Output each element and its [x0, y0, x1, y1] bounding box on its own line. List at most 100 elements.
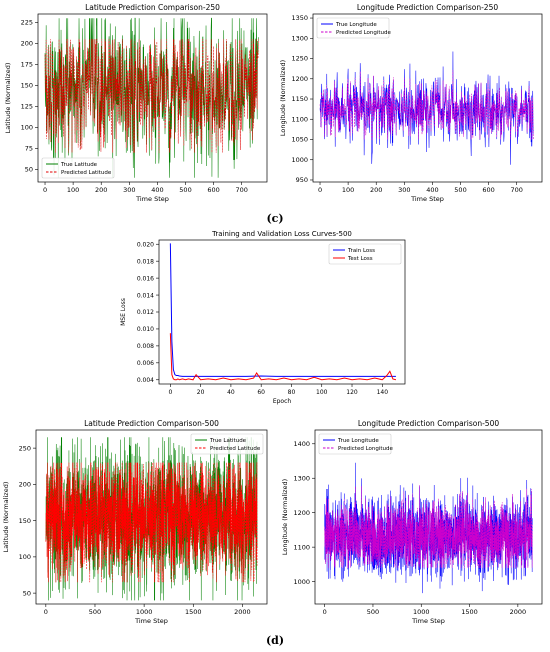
x-tick-label: 300	[123, 186, 135, 194]
legend-label-1: True Latitude	[209, 438, 247, 444]
y-tick-label: 50	[25, 166, 33, 174]
y-tick-label: 100	[21, 124, 33, 132]
y-axis-label: Latitude (Normalized)	[4, 63, 12, 134]
x-tick-label: 700	[511, 186, 523, 194]
series-line-2	[45, 462, 258, 583]
y-tick-label: 1200	[291, 75, 308, 83]
y-tick-label: 1050	[291, 136, 308, 144]
x-tick-label: 120	[346, 389, 358, 396]
y-axis-label: Longitude (Normalized)	[281, 479, 289, 555]
y-tick-label: 950	[296, 176, 308, 184]
series-line-2	[319, 70, 534, 140]
x-tick-label: 20	[197, 389, 205, 396]
x-tick-label: 1500	[185, 608, 202, 616]
chart-title: Latitude Prediction Comparison-250	[85, 3, 220, 12]
y-tick-label: 1250	[291, 55, 308, 63]
x-tick-label: 500	[179, 186, 191, 194]
y-tick-label: 100	[19, 553, 31, 561]
y-tick-label: 1100	[291, 115, 308, 123]
legend-label-2: Predicted Longitude	[336, 30, 392, 36]
y-tick-label: 0.006	[137, 360, 154, 367]
series-line-1	[169, 243, 396, 377]
legend: True Longitude Predicted Longitude	[316, 17, 392, 39]
legend-label-1: Train Loss	[347, 248, 375, 254]
y-tick-label: 150	[19, 517, 31, 525]
x-tick-label: 1000	[413, 608, 430, 616]
x-tick-label: 100	[342, 186, 354, 194]
x-tick-label: 1000	[136, 608, 153, 616]
legend-label-2: Predicted Latitude	[61, 170, 112, 176]
x-tick-label: 60	[257, 389, 265, 396]
x-tick-label: 500	[89, 608, 101, 616]
x-axis-label: Time Step	[135, 195, 169, 203]
x-axis-label: Time Step	[411, 617, 445, 625]
y-tick-label: 200	[19, 481, 31, 489]
series-line-2	[324, 485, 533, 568]
y-tick-label: 0.010	[137, 326, 154, 333]
x-tick-label: 0	[323, 608, 327, 616]
legend-label-1: True Latitude	[60, 162, 98, 168]
legend: Train Loss Test Loss	[328, 243, 402, 265]
y-axis-label: Latitude (Normalized)	[2, 482, 10, 553]
plot-frame	[314, 429, 543, 605]
chart-title: Longitude Prediction Comparison-250	[357, 3, 498, 12]
series-line-2	[44, 38, 259, 153]
legend: True Longitude Predicted Longitude	[318, 433, 394, 455]
chart-longitude-500: Longitude Prediction Comparison-500 0 500 1…	[281, 419, 543, 625]
y-tick-label: 75	[25, 145, 33, 153]
y-tick-label: 50	[23, 589, 31, 597]
chart-title: Longitude Prediction Comparison-500	[358, 419, 499, 428]
chart-latitude-500: Latitude Prediction Comparison-500 0 500 10…	[2, 419, 268, 625]
legend-label-2: Predicted Longitude	[338, 446, 394, 452]
x-tick-label: 40	[227, 389, 235, 396]
caption-c: (c)	[266, 212, 284, 225]
legend: True Latitude Predicted Latitude	[41, 157, 115, 179]
y-tick-label: 175	[21, 61, 33, 69]
y-tick-label: 225	[21, 19, 33, 27]
y-axis-label: Longitude (Normalized)	[279, 60, 287, 136]
x-tick-label: 300	[398, 186, 410, 194]
y-tick-label: 150	[21, 82, 33, 90]
y-tick-label: 1300	[293, 474, 310, 482]
y-tick-label: 0.016	[137, 275, 154, 282]
y-axis-label: MSE Loss	[120, 298, 127, 326]
y-tick-label: 250	[19, 444, 31, 452]
x-tick-label: 500	[454, 186, 466, 194]
legend-label-1: True Longitude	[335, 22, 377, 28]
x-tick-label: 600	[207, 186, 219, 194]
x-tick-label: 80	[288, 389, 296, 396]
y-tick-label: 0.014	[137, 292, 154, 299]
x-tick-label: 400	[151, 186, 163, 194]
y-tick-label: 1000	[291, 156, 308, 164]
x-tick-label: 400	[426, 186, 438, 194]
y-tick-label: 0.008	[137, 343, 154, 350]
chart-loss-500: Training and Validation Loss Curves-500 0…	[120, 230, 406, 405]
x-tick-label: 1500	[461, 608, 478, 616]
plot-frame	[35, 429, 268, 605]
series-line-2	[169, 333, 397, 381]
chart-title: Training and Validation Loss Curves-500	[211, 230, 352, 238]
legend-label-2: Predicted Latitude	[210, 446, 261, 452]
x-axis-label: Time Step	[134, 617, 168, 625]
x-tick-label: 100	[316, 389, 328, 396]
y-tick-label: 0.020	[137, 241, 154, 248]
plot-frame	[37, 13, 268, 183]
legend: True Latitude Predicted Latitude	[190, 433, 264, 455]
y-tick-label: 1200	[293, 509, 310, 517]
x-tick-label: 0	[43, 186, 47, 194]
y-tick-label: 1300	[291, 34, 308, 42]
x-tick-label: 600	[482, 186, 494, 194]
x-tick-label: 200	[370, 186, 382, 194]
x-tick-label: 100	[67, 186, 79, 194]
legend-label-1: True Longitude	[337, 438, 379, 444]
legend-label-2: Test Loss	[347, 256, 373, 262]
x-tick-label: 140	[377, 389, 389, 396]
y-tick-label: 0.018	[137, 258, 154, 265]
chart-title: Latitude Prediction Comparison-500	[84, 419, 219, 428]
x-axis-label: Epoch	[273, 398, 292, 405]
y-tick-label: 1150	[291, 95, 308, 103]
caption-d: (d)	[265, 634, 285, 647]
x-tick-label: 0	[318, 186, 322, 194]
x-tick-label: 2000	[234, 608, 251, 616]
y-tick-label: 0.004	[137, 377, 154, 384]
